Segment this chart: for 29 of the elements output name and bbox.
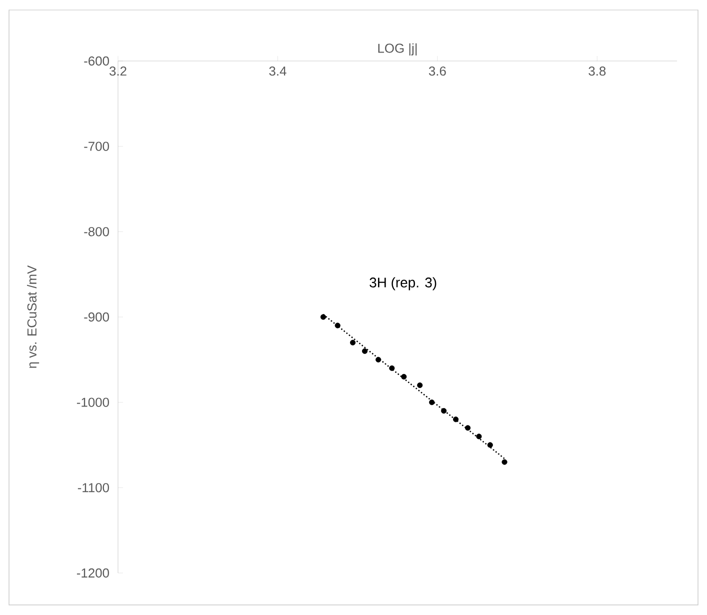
annotation: 3H (rep. 3) — [370, 277, 436, 290]
y-tick-label: -1000 — [76, 398, 109, 407]
x-tick-label: 3.6 — [428, 66, 446, 76]
point — [417, 382, 423, 388]
point — [476, 434, 482, 440]
point — [487, 442, 493, 448]
y-tick-label: -900 — [84, 312, 109, 322]
point — [441, 408, 447, 414]
y-tick-label: -1100 — [78, 483, 110, 492]
point — [429, 400, 435, 406]
x-tick-label: 3.2 — [110, 66, 126, 76]
point — [376, 356, 382, 362]
point — [389, 365, 395, 371]
point — [320, 314, 326, 320]
point — [401, 374, 407, 380]
y-tick-label: -600 — [84, 56, 109, 66]
y-tick-label: -700 — [84, 142, 109, 151]
point — [362, 348, 368, 354]
point — [453, 416, 459, 422]
y-tick-label: -800 — [84, 227, 109, 236]
point — [350, 340, 356, 346]
y-axis-title: η vs. ECuSat /mV — [27, 265, 40, 368]
y-tick-label: -1200 — [76, 568, 109, 578]
point — [334, 322, 340, 328]
x-axis-title: LOG |j| — [378, 43, 417, 56]
point — [464, 425, 471, 431]
x-tick-label: 3.8 — [588, 66, 606, 76]
x-tick-label: 3.4 — [269, 66, 286, 76]
point — [502, 459, 508, 465]
